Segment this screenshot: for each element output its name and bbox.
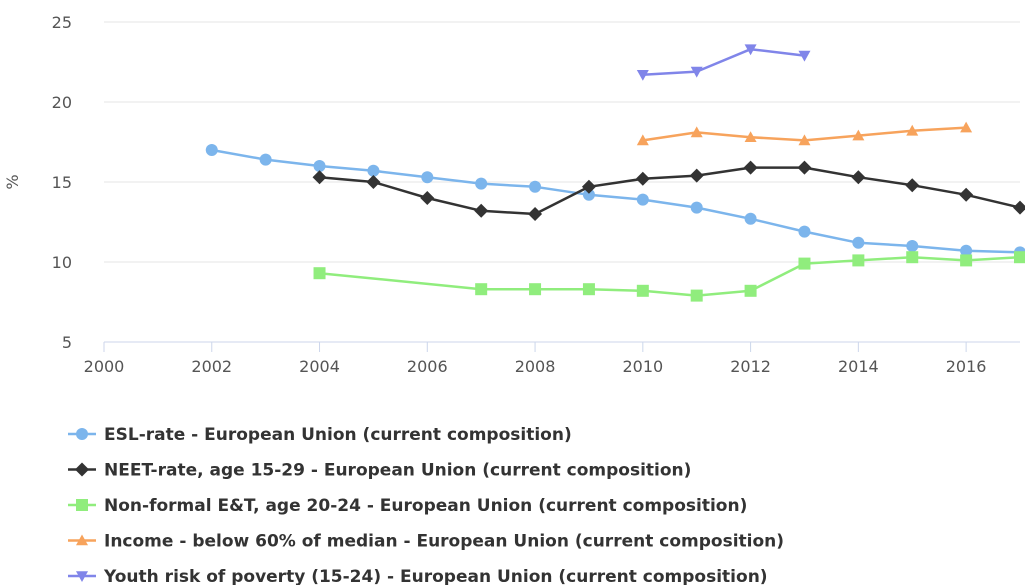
data-point	[475, 178, 487, 190]
x-tick-label: 2006	[407, 357, 448, 376]
x-tick-label: 2000	[84, 357, 125, 376]
data-point	[474, 204, 488, 218]
y-axis-ticks: 5 10 15 20 25	[52, 13, 72, 352]
data-point	[745, 285, 757, 297]
legend-marker	[75, 463, 89, 477]
data-point	[960, 254, 972, 266]
x-axis: 2000 2002 2004 2006 2008 2010 2012 2014 2016	[84, 342, 1020, 376]
series-4	[637, 122, 972, 146]
legend-label: Income - below 60% of median - European …	[104, 532, 784, 552]
x-tick-label: 2002	[191, 357, 232, 376]
legend-label: NEET-rate, age 15-29 - European Union (c…	[104, 461, 691, 481]
data-point	[420, 191, 434, 205]
data-point	[637, 194, 649, 206]
data-point	[745, 213, 757, 225]
data-point	[798, 226, 810, 238]
legend-item[interactable]: NEET-rate, age 15-29 - European Union (c…	[68, 461, 691, 481]
data-point	[690, 169, 704, 183]
data-point	[797, 161, 811, 175]
legend-item[interactable]: Non-formal E&T, age 20-24 - European Uni…	[68, 496, 747, 516]
y-tick-label: 15	[52, 173, 72, 192]
legend-item[interactable]: Income - below 60% of median - European …	[68, 532, 784, 552]
series-3	[314, 251, 1025, 301]
plot-area	[206, 44, 1025, 301]
data-point	[636, 172, 650, 186]
data-point	[905, 178, 919, 192]
series-2	[313, 161, 1025, 221]
data-point	[475, 283, 487, 295]
data-point	[691, 202, 703, 214]
x-tick-label: 2008	[515, 357, 556, 376]
data-point	[1013, 201, 1025, 215]
legend-marker	[76, 428, 88, 440]
data-point	[260, 154, 272, 166]
y-tick-label: 5	[62, 333, 72, 352]
data-point	[798, 258, 810, 270]
data-point	[906, 251, 918, 263]
legend-label: ESL-rate - European Union (current compo…	[104, 425, 572, 445]
series-5	[637, 44, 811, 80]
series-1	[206, 144, 1025, 258]
legend: ESL-rate - European Union (current compo…	[68, 425, 784, 585]
data-point	[852, 237, 864, 249]
data-point	[529, 181, 541, 193]
data-point	[528, 207, 542, 221]
data-point	[314, 267, 326, 279]
data-point	[206, 144, 218, 156]
x-tick-label: 2012	[730, 357, 771, 376]
legend-label: Youth risk of poverty (15-24) - European…	[103, 567, 768, 585]
y-axis-label: %	[3, 174, 22, 189]
y-tick-label: 25	[52, 13, 72, 32]
data-point	[366, 175, 380, 189]
data-point	[906, 240, 918, 252]
data-point	[421, 171, 433, 183]
x-tick-label: 2010	[622, 357, 663, 376]
x-tick-label: 2004	[299, 357, 340, 376]
data-point	[1014, 251, 1025, 263]
legend-item[interactable]: ESL-rate - European Union (current compo…	[68, 425, 572, 445]
data-point	[529, 283, 541, 295]
data-point	[583, 283, 595, 295]
x-tick-label: 2014	[838, 357, 879, 376]
y-tick-label: 10	[52, 253, 72, 272]
data-point	[959, 188, 973, 202]
data-point	[637, 285, 649, 297]
data-point	[691, 290, 703, 302]
y-tick-label: 20	[52, 93, 72, 112]
legend-marker	[76, 499, 88, 511]
legend-label: Non-formal E&T, age 20-24 - European Uni…	[104, 496, 747, 516]
series-line	[643, 49, 805, 75]
legend-item[interactable]: Youth risk of poverty (15-24) - European…	[68, 567, 768, 585]
x-tick-label: 2016	[946, 357, 987, 376]
data-point	[852, 254, 864, 266]
data-point	[744, 161, 758, 175]
series-line	[212, 150, 1020, 252]
